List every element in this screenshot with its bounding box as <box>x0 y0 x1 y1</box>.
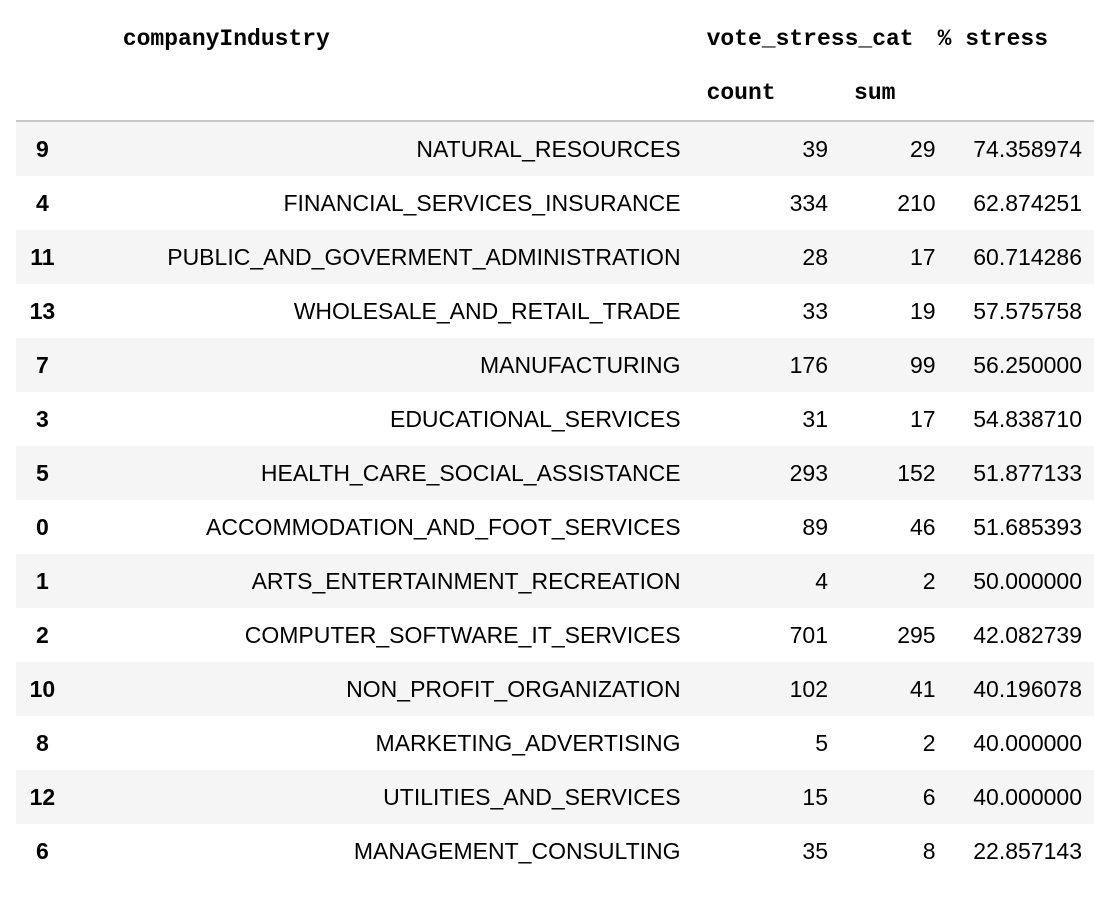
table-row: 6 MANAGEMENT_CONSULTING 35 8 22.857143 <box>16 824 1094 878</box>
table-row: 9 NATURAL_RESOURCES 39 29 74.358974 <box>16 121 1094 176</box>
sum-cell: 210 <box>897 189 936 216</box>
industry-subheader <box>68 66 681 122</box>
table-row: 2 COMPUTER_SOFTWARE_IT_SERVICES 701 295 42.0… <box>16 608 1094 662</box>
row-index: 10 <box>29 675 56 702</box>
company-industry-header: companyIndustry <box>122 26 330 52</box>
sum-cell: 2 <box>922 567 936 594</box>
industry-cell: PUBLIC_AND_GOVERMENT_ADMINISTRATION <box>167 243 681 270</box>
industry-cell: HEALTH_CARE_SOCIAL_ASSISTANCE <box>260 459 681 486</box>
table-row: 0 ACCOMMODATION_AND_FOOT_SERVICES 89 46 51.6… <box>16 500 1094 554</box>
row-index: 1 <box>36 567 49 594</box>
industry-cell: EDUCATIONAL_SERVICES <box>389 405 681 432</box>
industry-cell: MARKETING_ADVERTISING <box>375 729 681 756</box>
row-index: 2 <box>36 621 49 648</box>
table-row: 3 EDUCATIONAL_SERVICES 31 17 54.838710 <box>16 392 1094 446</box>
stress-pct-cell: 51.685393 <box>973 513 1082 540</box>
count-cell: 5 <box>815 729 829 756</box>
header-row-sub: count sum <box>16 66 1094 122</box>
row-index: 9 <box>36 135 49 162</box>
count-cell: 176 <box>789 351 829 378</box>
count-cell: 701 <box>789 621 829 648</box>
stress-pct-cell: 51.877133 <box>973 459 1082 486</box>
sum-cell: 46 <box>910 513 936 540</box>
count-cell: 89 <box>802 513 829 540</box>
stress-pct-cell: 54.838710 <box>973 405 1082 432</box>
count-cell: 28 <box>802 243 829 270</box>
row-index: 0 <box>36 513 49 540</box>
industry-cell: UTILITIES_AND_SERVICES <box>383 783 681 810</box>
count-header: count <box>680 66 829 122</box>
count-cell: 35 <box>802 837 829 864</box>
table-header: companyIndustry vote_stress_cat % stress… <box>16 12 1094 122</box>
stress-pct-cell: 22.857143 <box>973 837 1082 864</box>
count-cell: 102 <box>789 675 829 702</box>
sum-cell: 8 <box>922 837 936 864</box>
stress-pct-cell: 74.358974 <box>973 135 1082 162</box>
industry-cell: COMPUTER_SOFTWARE_IT_SERVICES <box>244 621 681 648</box>
industry-cell: NATURAL_RESOURCES <box>416 135 681 162</box>
stress-pct-cell: 62.874251 <box>973 189 1082 216</box>
sum-cell: 99 <box>910 351 936 378</box>
table-row: 5 HEALTH_CARE_SOCIAL_ASSISTANCE 293 152 51.8… <box>16 446 1094 500</box>
row-index: 11 <box>30 243 55 270</box>
sum-cell: 29 <box>910 135 936 162</box>
industry-cell: NON_PROFIT_ORGANIZATION <box>346 675 681 702</box>
table-row: 13 WHOLESALE_AND_RETAIL_TRADE 33 19 57.57575… <box>16 284 1094 338</box>
row-index: 3 <box>36 405 49 432</box>
dataframe-output: companyIndustry vote_stress_cat % stress… <box>16 12 1094 878</box>
sum-cell: 19 <box>910 297 936 324</box>
table-row: 12 UTILITIES_AND_SERVICES 15 6 40.000000 <box>16 770 1094 824</box>
row-index: 6 <box>36 837 49 864</box>
row-index: 7 <box>36 351 49 378</box>
row-index: 12 <box>29 783 56 810</box>
sum-cell: 17 <box>910 405 936 432</box>
stress-pct-cell: 42.082739 <box>973 621 1082 648</box>
industry-cell: WHOLESALE_AND_RETAIL_TRADE <box>293 297 681 324</box>
sum-cell: 2 <box>922 729 936 756</box>
dataframe-table: companyIndustry vote_stress_cat % stress… <box>16 12 1094 878</box>
table-row: 10 NON_PROFIT_ORGANIZATION 102 41 40.196078 <box>16 662 1094 716</box>
stress-pct-cell: 50.000000 <box>973 567 1082 594</box>
table-row: 8 MARKETING_ADVERTISING 5 2 40.000000 <box>16 716 1094 770</box>
row-index: 8 <box>36 729 49 756</box>
industry-cell: ARTS_ENTERTAINMENT_RECREATION <box>251 567 681 594</box>
stress-subheader <box>935 66 1094 122</box>
table-body: 9 NATURAL_RESOURCES 39 29 74.358974 4 FINANCIA… <box>16 121 1094 878</box>
table-row: 11 PUBLIC_AND_GOVERMENT_ADMINISTRATION 28 1… <box>16 230 1094 284</box>
count-cell: 4 <box>815 567 829 594</box>
count-cell: 39 <box>802 135 829 162</box>
sum-header: sum <box>828 66 936 122</box>
count-cell: 293 <box>789 459 829 486</box>
count-cell: 334 <box>789 189 829 216</box>
index-subheader <box>16 66 69 122</box>
sum-cell: 41 <box>910 675 936 702</box>
count-cell: 33 <box>802 297 829 324</box>
row-index: 5 <box>36 459 49 486</box>
stress-pct-cell: 60.714286 <box>973 243 1082 270</box>
stress-pct-cell: 57.575758 <box>973 297 1082 324</box>
count-cell: 15 <box>802 783 829 810</box>
industry-cell: MANAGEMENT_CONSULTING <box>353 837 681 864</box>
industry-cell: FINANCIAL_SERVICES_INSURANCE <box>283 189 681 216</box>
sum-cell: 295 <box>897 621 936 648</box>
stress-pct-cell: 56.250000 <box>973 351 1082 378</box>
vote-stress-cat-header: vote_stress_cat <box>706 26 914 52</box>
row-index: 13 <box>29 297 56 324</box>
pct-stress-header: % stress <box>937 26 1049 52</box>
sum-cell: 17 <box>910 243 936 270</box>
stress-pct-cell: 40.000000 <box>973 783 1082 810</box>
industry-cell: MANUFACTURING <box>479 351 681 378</box>
row-index: 4 <box>36 189 49 216</box>
sum-cell: 152 <box>897 459 936 486</box>
table-row: 7 MANUFACTURING 176 99 56.250000 <box>16 338 1094 392</box>
header-row-top: companyIndustry vote_stress_cat % stress <box>16 12 1094 66</box>
stress-pct-cell: 40.196078 <box>973 675 1082 702</box>
index-header <box>16 12 69 66</box>
industry-cell: ACCOMMODATION_AND_FOOT_SERVICES <box>206 513 681 540</box>
sum-cell: 6 <box>922 783 936 810</box>
table-row: 4 FINANCIAL_SERVICES_INSURANCE 334 210 62.87… <box>16 176 1094 230</box>
table-row: 1 ARTS_ENTERTAINMENT_RECREATION 4 2 50.00000… <box>16 554 1094 608</box>
count-cell: 31 <box>802 405 829 432</box>
stress-pct-cell: 40.000000 <box>973 729 1082 756</box>
